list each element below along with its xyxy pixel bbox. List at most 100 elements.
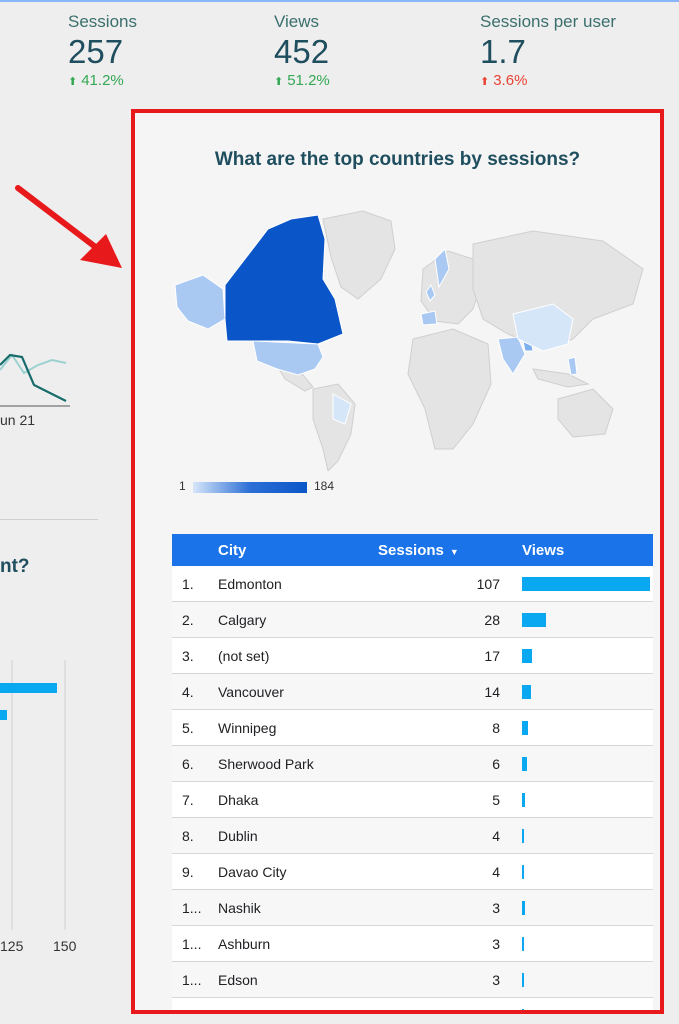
views-bar — [522, 864, 524, 879]
row-sessions: 2 — [378, 997, 518, 1010]
row-city: Vancouver — [218, 673, 378, 710]
row-city: Davao City — [218, 853, 378, 890]
row-sessions: 6 — [378, 745, 518, 782]
row-index: 1... — [172, 961, 218, 998]
row-index: 8. — [172, 817, 218, 854]
arrow-up-icon: ⬆ — [274, 76, 284, 88]
row-views — [518, 566, 653, 602]
header-sessions[interactable]: Sessions ▼ — [378, 534, 518, 566]
world-map[interactable] — [173, 209, 649, 471]
views-bar — [522, 936, 524, 951]
views-bar — [522, 972, 524, 987]
legend-min: 1 — [179, 479, 186, 493]
row-city: Winnipeg — [218, 709, 378, 746]
row-index: 6. — [172, 745, 218, 782]
table-row[interactable]: 1. Edmonton 107 — [172, 566, 653, 602]
row-sessions: 3 — [378, 961, 518, 998]
row-sessions: 4 — [378, 853, 518, 890]
row-sessions: 8 — [378, 709, 518, 746]
row-views — [518, 709, 653, 746]
views-bar — [522, 576, 650, 591]
row-sessions: 17 — [378, 637, 518, 674]
header-city-label: City — [218, 541, 247, 559]
row-views — [518, 745, 653, 782]
row-views — [518, 853, 653, 890]
partial-axis-label: un 21 — [0, 412, 36, 428]
top-accent-line — [0, 0, 679, 2]
row-sessions: 3 — [378, 889, 518, 926]
row-index: 2. — [172, 601, 218, 638]
row-index: 1... — [172, 889, 218, 926]
table-row[interactable]: 1...Prineville2 — [172, 997, 653, 1010]
table-row[interactable]: 9. Davao City 4 — [172, 853, 653, 890]
views-bar — [522, 900, 525, 915]
header-views[interactable]: Views — [518, 534, 653, 566]
kpi-delta: ⬆ 41.2% — [68, 72, 137, 89]
kpi-value: 452 — [274, 33, 330, 70]
city-table: City Sessions ▼ Views 1. Edmonton 107 2. Calg… — [172, 534, 653, 1010]
kpi-delta-value: 41.2% — [81, 72, 124, 89]
kpi-label: Sessions per user — [480, 12, 617, 31]
row-index: 9. — [172, 853, 218, 890]
table-row[interactable]: 1... Edson 3 — [172, 961, 653, 998]
table-row[interactable]: 8. Dublin 4 — [172, 817, 653, 854]
table-row[interactable]: 5. Winnipeg 8 — [172, 709, 653, 746]
table-row[interactable]: 4. Vancouver 14 — [172, 673, 653, 710]
kpi-label: Sessions — [68, 12, 137, 31]
row-index: 1. — [172, 566, 218, 602]
kpi-label: Views — [274, 12, 320, 31]
sort-desc-icon[interactable]: ▼ — [449, 546, 459, 557]
table-row[interactable]: 1... Ashburn 3 — [172, 925, 653, 962]
top-countries-panel: What are the top countries by sessions? — [131, 109, 664, 1014]
row-index: 3. — [172, 637, 218, 674]
arrow-up-icon: ⬆ — [68, 76, 78, 88]
views-bar — [522, 684, 531, 699]
row-index: 4. — [172, 673, 218, 710]
header-index — [172, 534, 218, 566]
kpi-sessions-per-user: Sessions per user 1.7 ⬆ 3.6% — [480, 12, 616, 89]
header-sessions-label: Sessions — [378, 541, 444, 559]
row-city: Calgary — [218, 601, 378, 638]
row-city: Nashik — [218, 889, 378, 926]
panel-title: What are the top countries by sessions? — [214, 149, 581, 170]
header-views-label: Views — [522, 541, 565, 559]
table-row[interactable]: 2. Calgary 28 — [172, 601, 653, 638]
table-row[interactable]: 1... Nashik 3 — [172, 889, 653, 926]
red-arrow-icon — [15, 185, 122, 268]
row-views — [518, 673, 653, 710]
table-row[interactable]: 6. Sherwood Park 6 — [172, 745, 653, 782]
views-bar — [522, 720, 528, 735]
kpi-value: 257 — [68, 33, 124, 70]
row-views — [518, 817, 653, 854]
views-bar — [522, 1008, 524, 1010]
arrow-up-icon: ⬆ — [480, 76, 490, 88]
kpi-delta-value: 3.6% — [493, 72, 528, 89]
row-index: 1... — [172, 925, 218, 962]
row-views — [518, 925, 653, 962]
row-views — [518, 889, 653, 926]
row-city: Edmonton — [218, 566, 378, 602]
partial-bar-chart — [0, 660, 66, 930]
row-sessions: 28 — [378, 601, 518, 638]
row-city: (not set) — [218, 637, 378, 674]
partial-line-chart — [0, 353, 70, 407]
divider — [0, 519, 98, 520]
kpi-sessions: Sessions 257 ⬆ 41.2% — [68, 12, 137, 89]
row-index: 5. — [172, 709, 218, 746]
row-views — [518, 997, 653, 1010]
partial-bar — [0, 683, 57, 693]
row-city: Sherwood Park — [218, 745, 378, 782]
row-index: 7. — [172, 781, 218, 818]
row-views — [518, 601, 653, 638]
header-city[interactable]: City — [218, 534, 378, 566]
kpi-delta: ⬆ 3.6% — [480, 72, 616, 89]
row-sessions: 107 — [378, 566, 518, 602]
row-sessions: 4 — [378, 817, 518, 854]
axis-tick: 150 — [53, 938, 77, 954]
row-sessions: 3 — [378, 925, 518, 962]
views-bar — [522, 828, 524, 843]
table-row[interactable]: 7. Dhaka 5 — [172, 781, 653, 818]
table-row[interactable]: 3. (not set) 17 — [172, 637, 653, 674]
kpi-delta-value: 51.2% — [287, 72, 330, 89]
row-city: Dhaka — [218, 781, 378, 818]
